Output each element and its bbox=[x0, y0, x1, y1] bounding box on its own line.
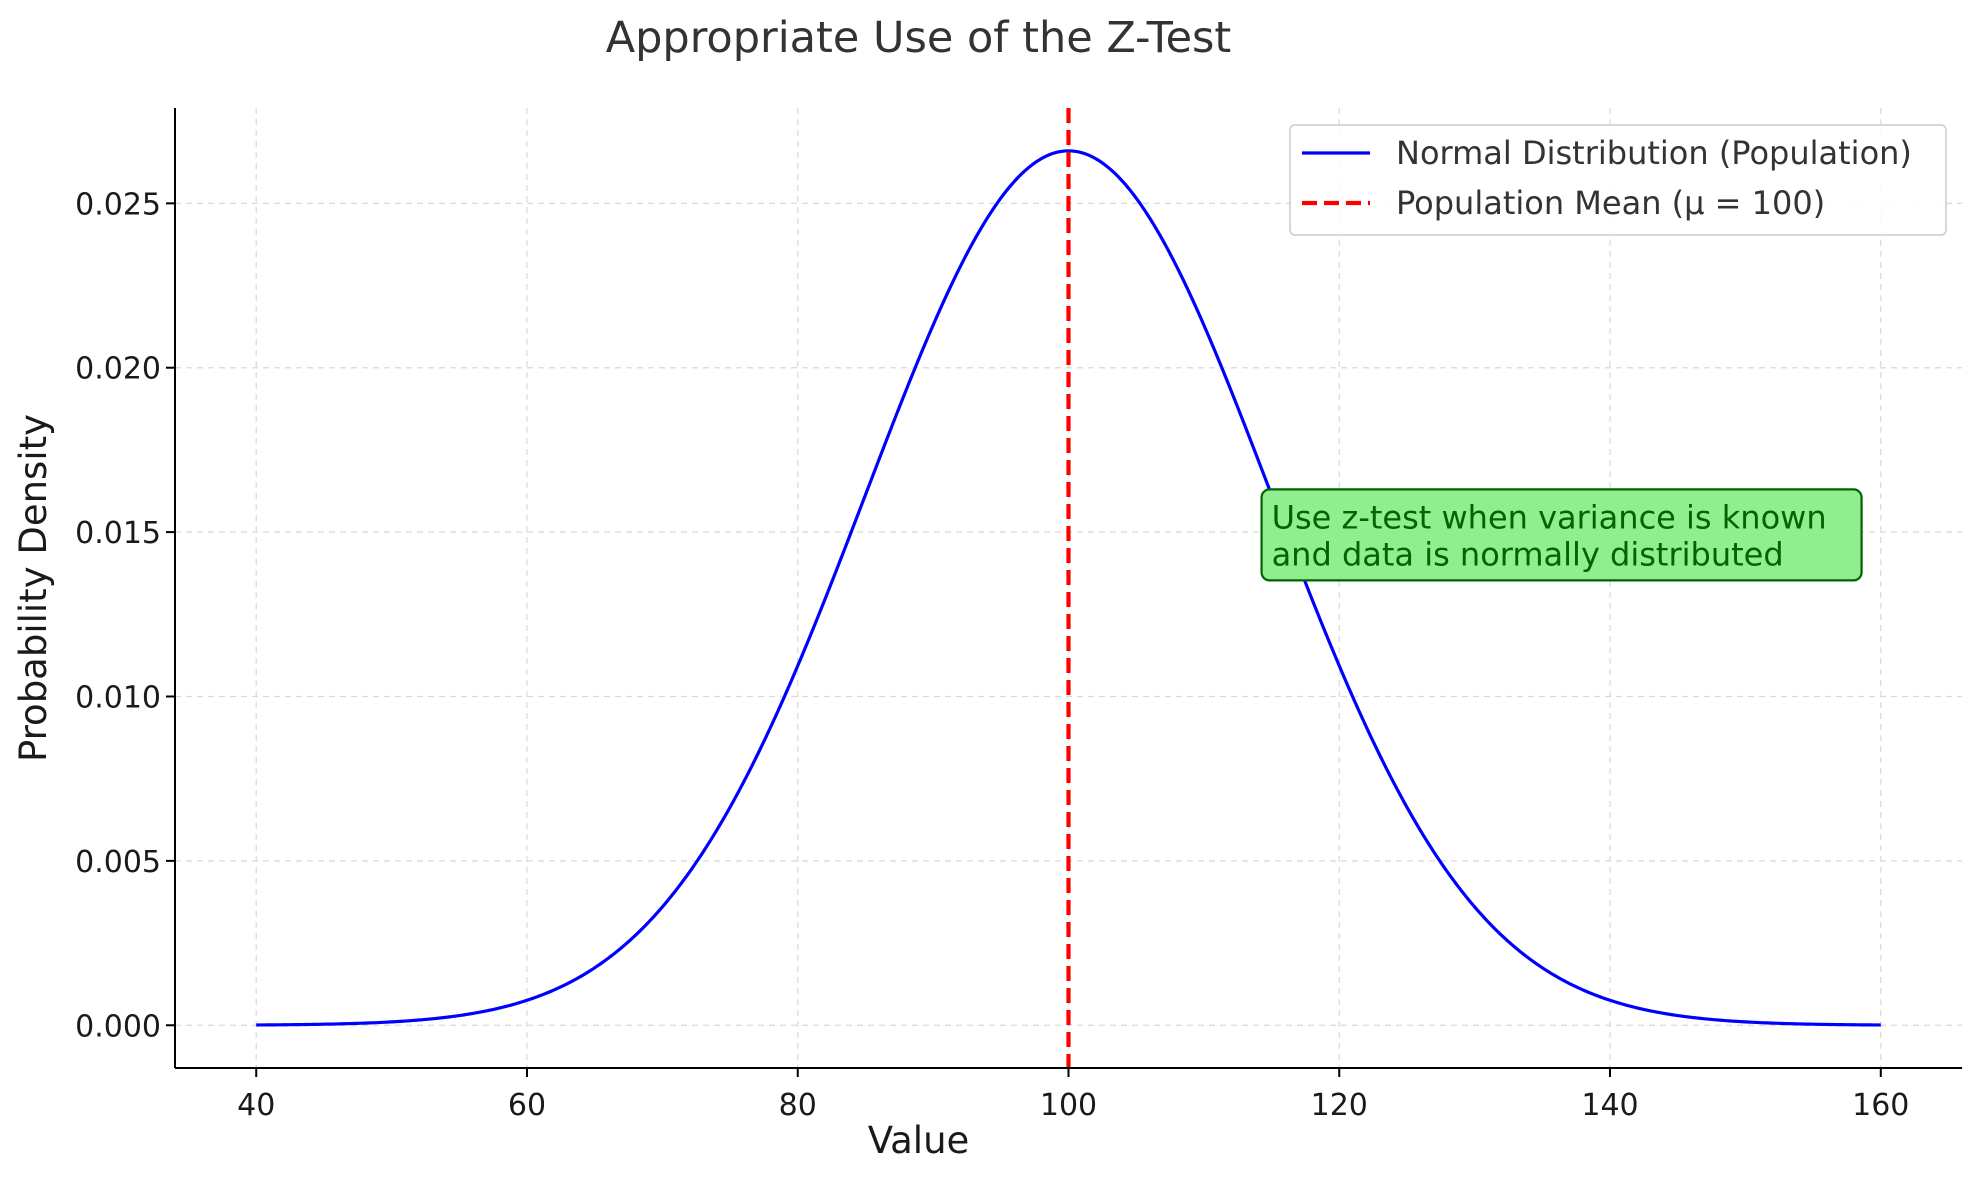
x-tick-label: 160 bbox=[1852, 1088, 1909, 1123]
normal-distribution-curve bbox=[256, 149, 1881, 1027]
y-tick-label: 0.020 bbox=[75, 352, 161, 387]
x-axis-title: Value bbox=[868, 1119, 970, 1162]
x-tick-label: 100 bbox=[1040, 1088, 1097, 1123]
ticks: 40 60 80 100 120 140 160 0.000 0.005 0.010 0.015 0.… bbox=[75, 187, 1909, 1123]
legend-frame bbox=[1289, 124, 1947, 236]
annotation-line-2: and data is normally distributed bbox=[1272, 535, 1784, 573]
chart-title: Appropriate Use of the Z-Test bbox=[606, 13, 1232, 63]
y-axis-title: Probability Density bbox=[12, 414, 55, 762]
x-tick-label: 60 bbox=[508, 1088, 546, 1123]
y-tick-label: 0.000 bbox=[75, 1009, 161, 1044]
y-tick-label: 0.010 bbox=[75, 680, 161, 715]
series-layer bbox=[256, 108, 1881, 1068]
legend-label-normal: Normal Distribution (Population) bbox=[1396, 134, 1912, 172]
annotation-line-1: Use z-test when variance is known bbox=[1272, 498, 1827, 536]
annotation-box: Use z-test when variance is known and da… bbox=[1260, 488, 1863, 582]
x-tick-label: 140 bbox=[1581, 1088, 1638, 1123]
x-tick-label: 120 bbox=[1311, 1088, 1368, 1123]
y-tick-label: 0.015 bbox=[75, 516, 161, 551]
annotation-background bbox=[1260, 488, 1863, 582]
legend-label-mean: Population Mean (μ = 100) bbox=[1396, 184, 1825, 222]
y-tick-label: 0.025 bbox=[75, 187, 161, 222]
x-tick-label: 40 bbox=[237, 1088, 275, 1123]
y-tick-label: 0.005 bbox=[75, 845, 161, 880]
legend: Normal Distribution (Population) Populat… bbox=[1289, 124, 1947, 236]
x-tick-label: 80 bbox=[779, 1088, 817, 1123]
